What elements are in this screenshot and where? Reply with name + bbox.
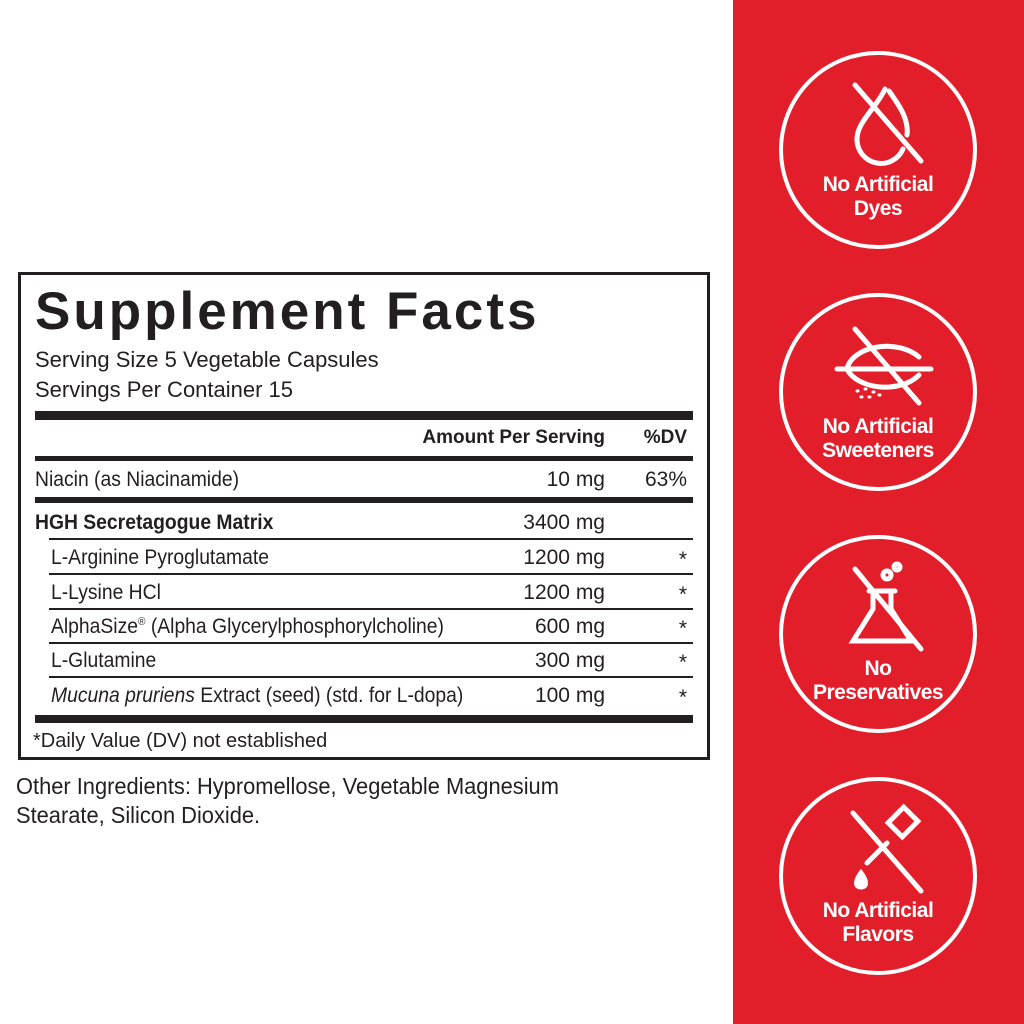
registered-mark: ® (137, 616, 146, 628)
ingredient-dv: * (678, 686, 687, 709)
ingredient-amount: 600 mg (534, 615, 605, 638)
badge-no-flavors: No Artificial Flavors (779, 777, 977, 975)
table-row: Niacin (as Niacinamide) 10 mg 63% (35, 462, 693, 496)
ingredient-name: Mucuna pruriens Extract (seed) (std. for… (51, 684, 463, 708)
table-row: AlphaSize® (Alpha Glycerylphosphorylchol… (35, 609, 693, 643)
table-row: L-Arginine Pyroglutamate 1200 mg * (35, 540, 693, 574)
ingredient-dv: * (678, 617, 687, 640)
badge-label: Preservatives (812, 681, 944, 704)
no-drop-icon (852, 82, 924, 166)
table-header: Amount Per Serving %DV (35, 421, 693, 455)
badge-label: No Artificial (822, 899, 934, 922)
footnote: *Daily Value (DV) not established (33, 730, 328, 752)
claims-panel: No Artificial Dyes No Artificial Sweetener… (733, 0, 1024, 1024)
badge-label: No Artificial (822, 415, 934, 438)
no-flask-icon (848, 561, 924, 652)
name-rest: Extract (seed) (std. for L-dopa) (194, 684, 464, 707)
badge-label: Flavors (842, 923, 914, 946)
ingredient-dv: 63% (644, 468, 687, 491)
table-row: L-Lysine HCl 1200 mg * (35, 575, 693, 609)
divider (49, 608, 693, 610)
ingredient-name: L-Lysine HCl (51, 581, 161, 604)
ingredient-amount: 100 mg (534, 684, 605, 707)
divider (35, 411, 693, 420)
ingredient-amount: 300 mg (534, 649, 605, 672)
badge-label: No Artificial (822, 173, 934, 196)
other-ingredients: Other Ingredients: Hypromellose, Vegetab… (16, 773, 559, 828)
facts-title: Supplement Facts (35, 282, 540, 341)
matrix-name: HGH Secretagogue Matrix (35, 511, 274, 534)
table-row: Mucuna pruriens Extract (seed) (std. for… (35, 678, 693, 712)
badge-label: Dyes (853, 197, 903, 220)
ingredient-dv: * (678, 548, 687, 571)
ingredient-dv: * (678, 651, 687, 674)
matrix-amount: 3400 mg (523, 511, 605, 534)
divider (35, 497, 693, 503)
supplement-facts-panel: Supplement Facts Serving Size 5 Vegetabl… (18, 272, 710, 760)
name-italic: Mucuna pruriens (51, 684, 195, 707)
badge-label: No (864, 657, 893, 680)
header-dv: %DV (643, 427, 687, 448)
table-row: L-Glutamine 300 mg * (35, 643, 693, 677)
ingredient-amount: 1200 mg (523, 546, 605, 569)
ingredient-name: AlphaSize® (Alpha Glycerylphosphorylchol… (51, 615, 444, 639)
badge-no-dyes: No Artificial Dyes (779, 51, 977, 249)
badge-no-sweeteners: No Artificial Sweeteners (779, 293, 977, 491)
badge-no-preservatives: No Preservatives (779, 535, 977, 733)
divider (35, 715, 693, 723)
header-amount: Amount Per Serving (422, 427, 605, 448)
badge-label: Sweeteners (822, 439, 934, 462)
ingredient-name: Niacin (as Niacinamide) (35, 468, 240, 491)
divider (35, 456, 693, 461)
ingredient-name: L-Glutamine (51, 649, 157, 672)
table-row: HGH Secretagogue Matrix 3400 mg (35, 505, 693, 539)
ingredient-amount: 10 mg (546, 468, 605, 491)
servings-per-container: Servings Per Container 15 (35, 377, 294, 402)
no-sweetener-icon (834, 326, 934, 406)
serving-size: Serving Size 5 Vegetable Capsules (35, 347, 379, 372)
name-rest: (Alpha Glycerylphosphorylcholine) (145, 615, 444, 638)
ingredient-name: L-Arginine Pyroglutamate (51, 546, 270, 569)
ingredient-amount: 1200 mg (523, 581, 605, 604)
divider (49, 642, 693, 644)
divider (49, 676, 693, 678)
divider (49, 573, 693, 575)
name-main: AlphaSize (51, 615, 138, 638)
no-dropper-icon (850, 803, 924, 894)
divider (49, 538, 693, 540)
ingredient-dv: * (678, 583, 687, 606)
